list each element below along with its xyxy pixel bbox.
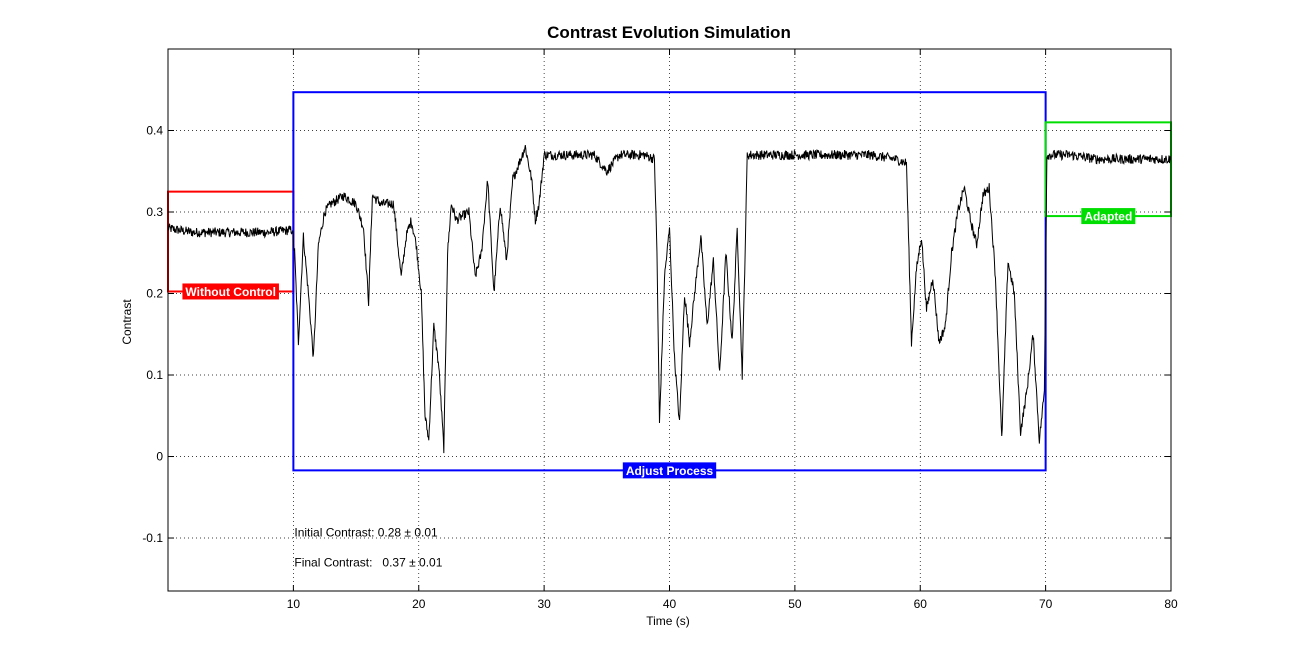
x-tick-label: 20 <box>412 597 426 611</box>
x-tick-label: 10 <box>287 597 301 611</box>
region-badge: Without Control <box>182 283 279 300</box>
y-tick-label: 0 <box>156 450 163 464</box>
region-label: Without Control <box>185 285 276 299</box>
region-badge: Adapted <box>1081 208 1136 225</box>
y-axis-label: Contrast <box>120 299 134 345</box>
y-tick-label: -0.1 <box>142 531 163 545</box>
x-tick-label: 70 <box>1039 597 1053 611</box>
y-tick-label: 0.1 <box>146 368 163 382</box>
region-badge-bg <box>182 283 279 300</box>
x-tick-label: 80 <box>1164 597 1178 611</box>
region-badge-bg <box>622 462 717 479</box>
region-label: Adapted <box>1084 210 1132 224</box>
y-tick-label: 0.4 <box>146 124 163 138</box>
x-tick-label: 30 <box>537 597 551 611</box>
region-labels: Without Control Adjust Process Adapted <box>182 208 1136 479</box>
series-layer <box>167 144 1172 454</box>
region-badge-bg <box>1081 208 1136 225</box>
annotation-text: Final Contrast: 0.37 ± 0.01 <box>294 555 442 569</box>
region-box <box>167 190 295 293</box>
y-tick-label: 0.2 <box>146 287 163 301</box>
axis-ticks: 10 20 30 40 50 60 70 80 -0.1 0 0.1 0.2 0.3 0.4 <box>142 49 1178 611</box>
x-tick-label: 40 <box>663 597 677 611</box>
region-label: Adjust Process <box>626 464 714 478</box>
y-tick-label: 0.3 <box>146 205 163 219</box>
annotation-text: Initial Contrast: 0.28 ± 0.01 <box>294 525 438 539</box>
region-badge: Adjust Process <box>622 462 717 479</box>
x-tick-label: 60 <box>914 597 928 611</box>
annotations: Initial Contrast: 0.28 ± 0.01 Final Contr… <box>294 525 442 569</box>
x-axis-label: Time (s) <box>646 614 690 628</box>
x-tick-label: 50 <box>788 597 802 611</box>
chart-title: Contrast Evolution Simulation <box>547 23 791 42</box>
region-box <box>1044 121 1172 218</box>
grid-lines <box>168 49 1172 591</box>
contrast-series-line <box>167 144 1172 454</box>
